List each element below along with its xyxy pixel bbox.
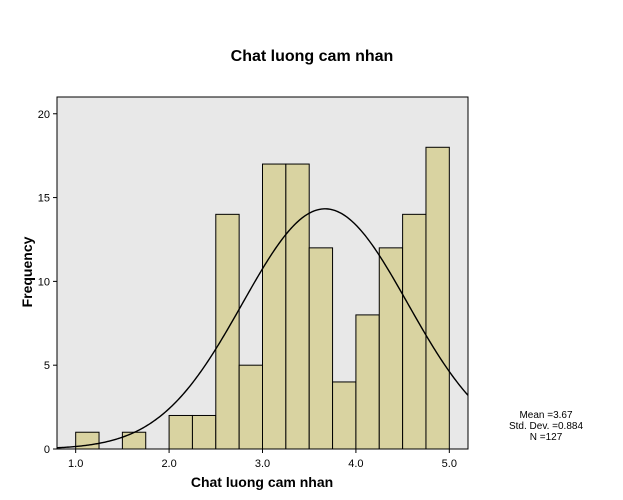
histogram-bar-2 <box>168 414 193 450</box>
y-tick-label-1: 5 <box>44 360 50 372</box>
x-tick-label-4: 5.0 <box>442 458 457 470</box>
stats-mean: Mean =3.67 <box>519 410 573 421</box>
histogram-bar-5 <box>238 364 263 450</box>
stats-n: N =127 <box>529 432 563 443</box>
normal-curve <box>56 208 469 449</box>
x-tick-label-3: 4.0 <box>348 458 363 470</box>
histogram-bar-8 <box>308 247 334 450</box>
x-tick-label-1: 2.0 <box>161 458 176 470</box>
y-tick-label-2: 10 <box>38 276 50 288</box>
stats-box: Mean =3.67 Std. Dev. =0.884 N =127 <box>498 410 594 443</box>
histogram-bar-7 <box>285 163 310 450</box>
chart-title: Chat luong cam nhan <box>231 48 394 65</box>
histogram-bar-11 <box>378 247 404 450</box>
histogram-bar-13 <box>425 146 450 450</box>
ticks-group: 0 5 10 15 20 1.0 2.0 3.0 4.0 5.0 <box>38 109 457 470</box>
histogram-bar-4 <box>215 213 240 450</box>
histogram-bar-9 <box>332 381 357 450</box>
histogram-bar-10 <box>355 314 380 450</box>
histogram-bar-3 <box>191 414 217 450</box>
y-axis-label: Frequency <box>19 236 35 307</box>
histogram-bar-6 <box>262 163 287 450</box>
x-tick-label-0: 1.0 <box>68 458 83 470</box>
x-tick-label-2: 3.0 <box>255 458 270 470</box>
stats-std-dev: Std. Dev. =0.884 <box>508 421 584 432</box>
y-tick-label-0: 0 <box>44 444 50 456</box>
histogram-bar-1 <box>121 431 147 450</box>
x-axis-label: Chat luong cam nhan <box>191 474 333 490</box>
y-tick-label-4: 20 <box>38 109 50 121</box>
histogram-bar-12 <box>402 213 427 450</box>
y-tick-label-3: 15 <box>38 193 50 205</box>
bars-group <box>75 146 450 450</box>
